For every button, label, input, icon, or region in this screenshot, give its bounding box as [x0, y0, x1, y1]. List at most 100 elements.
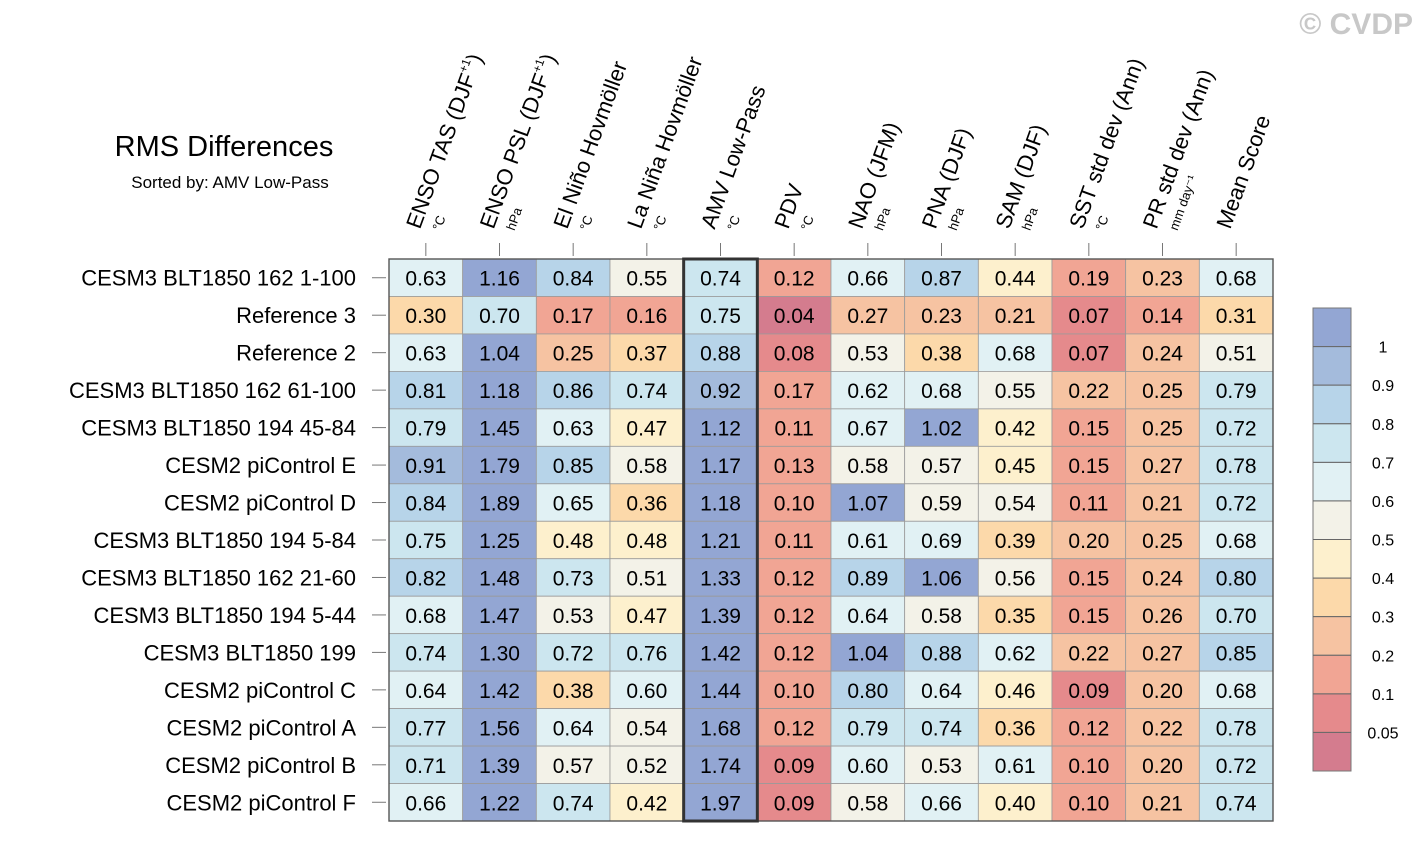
- heatmap-cell: [683, 258, 758, 297]
- column-headers: ENSO TAS (DJF+1)°C ENSO PSL (DJF+1)hPa El …: [400, 50, 1275, 232]
- heatmap-cell: [462, 296, 537, 335]
- column-header-label: ENSO TAS (DJF+1): [400, 50, 487, 232]
- cell-value-label: 0.09: [774, 792, 815, 815]
- heatmap-cell: [683, 333, 758, 372]
- heatmap-cell: [462, 745, 537, 784]
- cell-value-label: 0.68: [1216, 530, 1257, 553]
- colorbar-tick-label: 0.6: [1372, 494, 1394, 511]
- cell-value-label: 0.20: [1068, 530, 1109, 553]
- heatmap-cell: [904, 595, 979, 635]
- cell-value-label: 0.36: [995, 717, 1036, 740]
- cell-value-label: 0.68: [1216, 680, 1257, 703]
- cell-value-label: 0.07: [1068, 343, 1109, 366]
- cell-value-label: 0.72: [1216, 755, 1257, 778]
- column-unit-label: °C: [577, 213, 596, 232]
- cell-value-label: 0.79: [1216, 380, 1257, 403]
- cell-value-label: 1.39: [479, 755, 520, 778]
- heatmap-cell: [756, 408, 832, 447]
- heatmap-cell: [1198, 333, 1274, 372]
- heatmap-cell: [609, 408, 685, 447]
- heatmap-cell: [1198, 483, 1274, 522]
- colorbar: 1 0.9 0.8 0.7 0.6 0.5 0.4 0.3 0.2 0.1 0.05: [1312, 307, 1399, 772]
- cell-value-label: 0.07: [1068, 305, 1109, 328]
- heatmap-cell: [462, 670, 537, 710]
- cell-value-label: 0.48: [553, 530, 594, 553]
- cell-value-label: 0.25: [553, 343, 594, 366]
- cell-value-label: 0.11: [775, 530, 814, 553]
- cell-value-label: 0.17: [553, 305, 594, 328]
- cell-value-label: 0.64: [553, 717, 594, 740]
- heatmap-cell: [830, 670, 906, 710]
- cell-value-label: 0.35: [995, 605, 1036, 628]
- heatmap-cell: [830, 258, 906, 297]
- cell-value-label: 0.45: [995, 455, 1036, 478]
- colorbar-tick-label: 1: [1379, 340, 1388, 357]
- column-header-superscript: +1: [456, 56, 474, 74]
- cell-value-label: 0.77: [405, 717, 446, 740]
- cell-value-label: 0.12: [774, 605, 815, 628]
- heatmap-cell: [756, 783, 832, 822]
- heatmap-cell: [904, 483, 979, 522]
- cell-value-label: 0.80: [1216, 567, 1257, 590]
- cell-value-label: 0.58: [921, 605, 962, 628]
- cell-value-label: 0.25: [1142, 530, 1183, 553]
- colorbar-tick-label: 0.4: [1372, 571, 1394, 588]
- cell-value-label: 1.02: [921, 418, 962, 441]
- cell-value-label: 0.54: [626, 717, 667, 740]
- cell-value-label: 0.62: [847, 380, 888, 403]
- cell-value-label: 0.66: [921, 792, 962, 815]
- colorbar-tick-label: 0.8: [1372, 417, 1394, 434]
- watermark: © CVDP: [1299, 8, 1413, 41]
- cell-value-label: 0.63: [405, 268, 446, 291]
- column-header: PDV°C: [769, 180, 816, 232]
- cell-value-label: 0.13: [774, 455, 815, 478]
- heatmap-cell: [1051, 408, 1127, 447]
- cell-value-label: 0.81: [405, 380, 446, 403]
- heatmap-cell: [830, 520, 906, 560]
- cell-value-label: 0.80: [847, 680, 888, 703]
- column-header-label: NAO (JFM): [843, 119, 905, 232]
- cell-value-label: 0.57: [553, 755, 594, 778]
- cell-value-label: 0.10: [1068, 755, 1109, 778]
- heatmap-cell: [977, 296, 1053, 335]
- cell-value-label: 0.68: [405, 605, 446, 628]
- heatmap-cell: [1051, 445, 1127, 485]
- cell-value-label: 0.25: [1142, 418, 1183, 441]
- cell-value-label: 1.33: [700, 567, 741, 590]
- colorbar-tick-label: 0.05: [1367, 725, 1398, 742]
- heatmap-cell: [462, 708, 537, 747]
- heatmap-cell: [756, 633, 832, 672]
- colorbar-tick-label: 0.7: [1372, 455, 1394, 472]
- cell-value-label: 0.58: [847, 792, 888, 815]
- heatmap-cell: [1125, 520, 1200, 560]
- cell-value-label: 0.53: [553, 605, 594, 628]
- cell-value-label: 0.22: [1068, 642, 1109, 665]
- heatmap-cell: [1051, 783, 1127, 822]
- cell-value-label: 1.42: [479, 680, 520, 703]
- cell-value-label: 0.86: [553, 380, 594, 403]
- row-label: CESM2 piControl E: [165, 453, 356, 478]
- column-header-label: SST std dev (Ann): [1064, 55, 1149, 232]
- cell-value-label: 0.10: [774, 680, 815, 703]
- heatmap-cell: [1198, 595, 1274, 635]
- cell-value-label: 0.84: [553, 268, 594, 291]
- row-label: Reference 3: [236, 303, 356, 328]
- cell-value-label: 0.46: [995, 680, 1036, 703]
- colorbar-bin: [1312, 654, 1352, 695]
- row-label: CESM2 piControl F: [166, 790, 356, 815]
- cell-value-label: 0.71: [405, 755, 446, 778]
- cell-value-label: 0.57: [921, 455, 962, 478]
- cell-value-label: 0.19: [1068, 268, 1109, 291]
- sorted-column-highlight: [682, 257, 759, 823]
- row-label: Reference 2: [236, 341, 356, 366]
- heatmap-cell: [904, 783, 979, 822]
- heatmap-cell: [1125, 558, 1200, 597]
- cell-value-label: 0.64: [847, 605, 888, 628]
- cell-value-label: 0.92: [700, 380, 741, 403]
- cell-value-label: 1.44: [700, 680, 741, 703]
- heatmap-cell: [977, 595, 1053, 635]
- cell-value-label: 0.27: [1142, 642, 1183, 665]
- cell-value-label: 0.58: [626, 455, 667, 478]
- cell-value-label: 1.04: [479, 343, 520, 366]
- cell-value-label: 0.26: [1142, 605, 1183, 628]
